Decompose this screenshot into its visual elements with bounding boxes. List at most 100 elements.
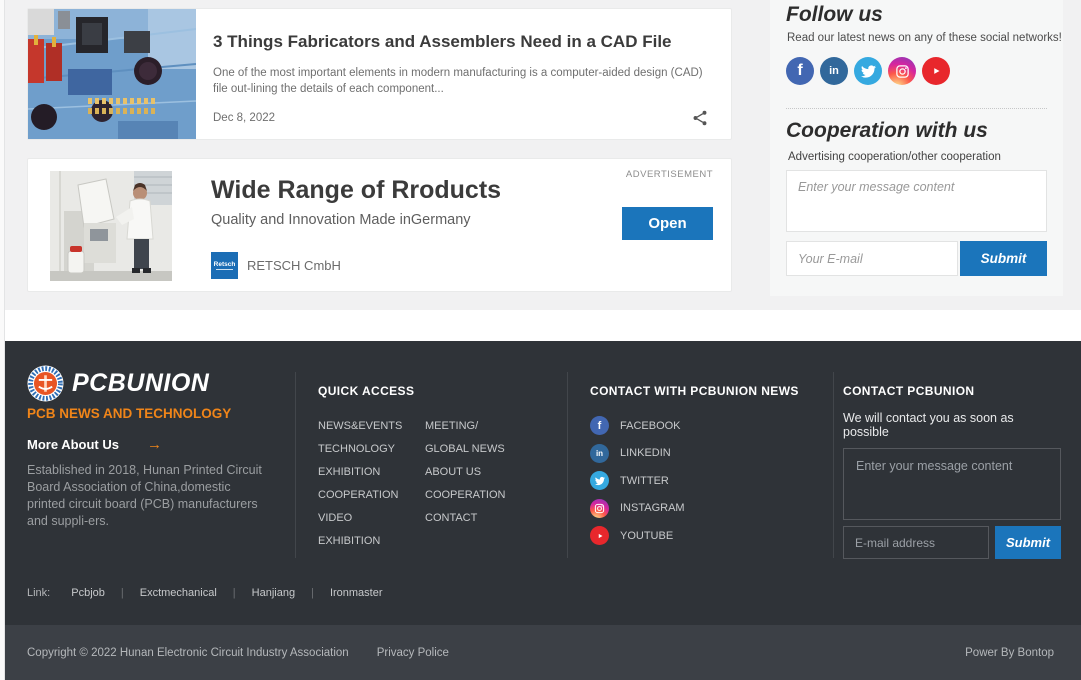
footer-social-column: CONTACT WITH PCBUNION NEWS f FACEBOOK in… — [590, 384, 820, 545]
twitter-icon — [590, 471, 609, 490]
cooperation-subtitle: Advertising cooperation/other cooperatio… — [788, 151, 1001, 163]
partner-link-exctmechanical[interactable]: Exctmechanical — [139, 587, 217, 599]
footer-link-video[interactable]: VIDEO — [318, 512, 353, 524]
quick-access-col2: MEETING/ GLOBAL NEWS ABOUT US COOPERATIO… — [425, 420, 558, 547]
youtube-icon[interactable] — [922, 57, 950, 85]
footer-contact-column: CONTACT PCBUNION We will contact you as … — [843, 384, 1063, 559]
twitter-label: TWITTER — [620, 474, 669, 487]
brand-row: PCBUNION — [27, 365, 277, 402]
ad-open-button[interactable]: Open — [622, 207, 713, 240]
partner-links-row: Link: Pcbjob | Exctmechanical | Hanjiang… — [27, 587, 383, 599]
share-icon[interactable] — [691, 109, 709, 127]
footer-link-cooperation[interactable]: COOPERATION — [318, 489, 399, 501]
top-section: 3 Things Fabricators and Assemblers Need… — [0, 0, 1081, 310]
brand-tagline: PCB NEWS AND TECHNOLOGY — [27, 406, 232, 421]
footer-link-global-news[interactable]: GLOBAL NEWS — [425, 443, 505, 455]
footer-link-contact[interactable]: CONTACT — [425, 512, 478, 524]
news-thumbnail[interactable] — [28, 9, 196, 139]
footer-divider — [295, 372, 296, 558]
ad-thumbnail — [50, 171, 172, 281]
footer-message-input[interactable] — [843, 448, 1061, 520]
cooperation-message-input[interactable] — [786, 170, 1047, 232]
instagram-icon — [590, 498, 609, 518]
footer-divider — [833, 372, 834, 558]
bottom-bar: Copyright © 2022 Hunan Electronic Circui… — [0, 625, 1081, 680]
cooperation-heading: Cooperation with us — [786, 119, 988, 142]
footer-divider — [567, 372, 568, 558]
lab-machine-image — [50, 171, 172, 281]
footer-submit-button[interactable]: Submit — [995, 526, 1061, 559]
follow-us-heading: Follow us — [786, 3, 883, 26]
sidebar: Follow us Read our latest news on any of… — [770, 0, 1063, 296]
more-about-us-link[interactable]: More About Us → — [27, 436, 277, 453]
social-icons-row: f in — [786, 57, 950, 85]
footer-email-input[interactable] — [843, 526, 989, 559]
arrow-right-icon: → — [146, 436, 162, 453]
contact-news-heading: CONTACT WITH PCBUNION NEWS — [590, 384, 799, 398]
footer-youtube-link[interactable]: YOUTUBE — [590, 526, 820, 545]
contact-pcbunion-subtitle: We will contact you as soon as possible — [843, 411, 1014, 439]
content-area: 3 Things Fabricators and Assemblers Need… — [0, 0, 1081, 310]
footer-quick-access-column: QUICK ACCESS NEWS&EVENTS TECHNOLOGY EXHI… — [318, 384, 558, 547]
footer-twitter-link[interactable]: TWITTER — [590, 471, 820, 490]
cooperation-email-input[interactable] — [786, 241, 958, 276]
twitter-icon[interactable] — [854, 57, 882, 85]
power-by-text: Power By Bontop — [965, 646, 1054, 659]
more-about-us-label: More About Us — [27, 437, 119, 452]
linkedin-glyph: in — [829, 65, 839, 77]
facebook-icon[interactable]: f — [786, 57, 814, 85]
separator: | — [120, 587, 124, 599]
links-label: Link: — [27, 587, 51, 599]
news-date: Dec 8, 2022 — [213, 112, 276, 124]
footer-brand-column: PCBUNION PCB NEWS AND TECHNOLOGY More Ab… — [27, 365, 277, 530]
privacy-police-link[interactable]: Privacy Police — [376, 646, 449, 659]
brand-name: PCBUNION — [72, 369, 210, 397]
footer-form-row: Submit — [843, 526, 1063, 559]
facebook-glyph: f — [797, 62, 803, 79]
ad-title: Wide Range of Rroducts — [211, 176, 502, 204]
ad-subtitle: Quality and Innovation Made inGermany — [211, 212, 471, 228]
circuit-board-image — [28, 9, 196, 139]
quick-access-heading: QUICK ACCESS — [318, 384, 415, 398]
youtube-icon — [590, 526, 609, 545]
separator: | — [232, 587, 236, 599]
copyright-text: Copyright © 2022 Hunan Electronic Circui… — [27, 646, 349, 659]
footer-linkedin-link[interactable]: in LINKEDIN — [590, 443, 820, 463]
follow-us-subtitle: Read our latest news on any of these soc… — [787, 32, 1062, 44]
news-article-card[interactable]: 3 Things Fabricators and Assemblers Need… — [27, 8, 732, 140]
footer-social-list: f FACEBOOK in LINKEDIN TWITTER — [590, 416, 820, 545]
facebook-icon: f — [590, 416, 609, 435]
footer-link-cooperation-2[interactable]: COOPERATION — [425, 489, 506, 501]
instagram-label: INSTAGRAM — [620, 502, 685, 514]
footer-link-exhibition-2[interactable]: EXHIBITION — [318, 535, 381, 547]
footer-link-news-events[interactable]: NEWS&EVENTS — [318, 420, 403, 432]
advertisement-label: ADVERTISEMENT — [625, 169, 713, 180]
partner-link-ironmaster[interactable]: Ironmaster — [329, 587, 383, 599]
window-edge — [0, 0, 5, 680]
youtube-label: YOUTUBE — [620, 529, 674, 542]
about-text: Established in 2018, Hunan Printed Circu… — [27, 463, 262, 528]
footer-facebook-link[interactable]: f FACEBOOK — [590, 416, 820, 435]
footer-instagram-link[interactable]: INSTAGRAM — [590, 498, 820, 518]
instagram-icon[interactable] — [888, 57, 916, 85]
quick-access-grid: NEWS&EVENTS TECHNOLOGY EXHIBITION COOPER… — [318, 420, 558, 547]
partner-link-hanjiang[interactable]: Hanjiang — [251, 587, 296, 599]
footer-link-about-us[interactable]: ABOUT US — [425, 466, 482, 478]
footer-link-technology[interactable]: TECHNOLOGY — [318, 443, 396, 455]
news-title[interactable]: 3 Things Fabricators and Assemblers Need… — [213, 32, 672, 51]
advertiser-row: Retsch RETSCH CmbH — [211, 252, 341, 279]
linkedin-label: LINKEDIN — [620, 447, 671, 459]
footer-link-exhibition[interactable]: EXHIBITION — [318, 466, 381, 478]
advertiser-name: RETSCH CmbH — [247, 258, 341, 273]
cooperation-submit-button[interactable]: Submit — [960, 241, 1047, 276]
contact-pcbunion-heading: CONTACT PCBUNION — [843, 384, 975, 398]
advertiser-logo: Retsch — [211, 252, 238, 279]
linkedin-icon[interactable]: in — [820, 57, 848, 85]
facebook-label: FACEBOOK — [620, 419, 681, 432]
footer-link-meeting[interactable]: MEETING/ — [425, 420, 479, 432]
divider — [786, 108, 1047, 109]
separator: | — [311, 587, 314, 599]
partner-link-pcbjob[interactable]: Pcbjob — [71, 587, 105, 599]
quick-access-col1: NEWS&EVENTS TECHNOLOGY EXHIBITION COOPER… — [318, 420, 425, 547]
